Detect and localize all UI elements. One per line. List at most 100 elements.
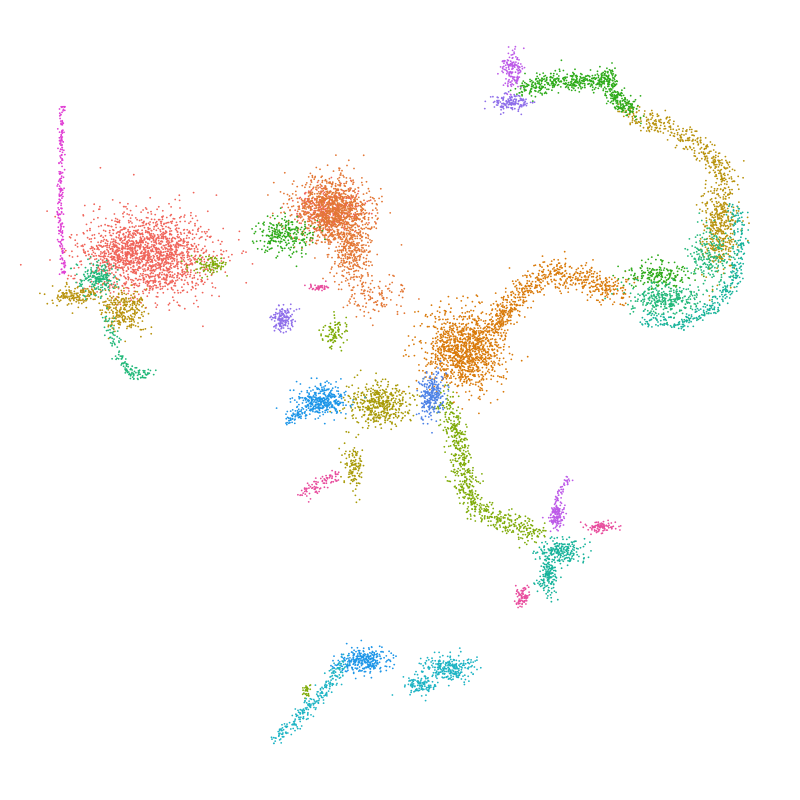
- data-point: [376, 253, 379, 256]
- data-point: [351, 238, 354, 241]
- data-point: [357, 233, 360, 236]
- data-point: [349, 177, 352, 180]
- data-point: [324, 226, 327, 229]
- data-point: [360, 277, 362, 280]
- data-point: [139, 236, 142, 239]
- data-point: [177, 246, 180, 249]
- data-point: [620, 287, 622, 289]
- data-point: [490, 334, 492, 336]
- data-point: [375, 303, 378, 306]
- data-point: [349, 234, 352, 237]
- data-point: [424, 351, 427, 354]
- data-point: [466, 356, 469, 358]
- data-point: [155, 286, 158, 289]
- data-point: [365, 244, 367, 247]
- data-point: [464, 351, 466, 354]
- data-point: [334, 250, 337, 253]
- data-point: [130, 299, 133, 301]
- data-point: [169, 266, 171, 268]
- data-point: [494, 362, 496, 364]
- data-point: [155, 237, 158, 240]
- data-point: [373, 301, 375, 304]
- data-point: [152, 233, 155, 235]
- data-point: [146, 238, 149, 241]
- data-point: [413, 343, 415, 346]
- data-point: [174, 244, 177, 247]
- data-point: [155, 225, 158, 227]
- data-point: [136, 229, 139, 232]
- data-point: [186, 252, 189, 255]
- data-point: [369, 199, 372, 202]
- data-point: [123, 275, 125, 278]
- data-point: [355, 194, 358, 196]
- data-point: [156, 254, 159, 257]
- data-point: [439, 368, 442, 370]
- data-point: [477, 397, 480, 399]
- data-point: [126, 256, 128, 259]
- data-point: [150, 232, 153, 235]
- data-point: [479, 302, 481, 305]
- data-point: [359, 280, 362, 282]
- data-point: [443, 341, 446, 344]
- data-point: [133, 270, 136, 273]
- data-point: [400, 244, 403, 246]
- data-point: [358, 248, 361, 251]
- data-point: [461, 350, 464, 352]
- data-point: [362, 262, 365, 265]
- data-point: [134, 259, 137, 261]
- data-point: [172, 244, 175, 246]
- data-point: [88, 285, 91, 288]
- data-point: [187, 258, 190, 261]
- data-point: [170, 206, 173, 208]
- data-point: [364, 223, 367, 226]
- data-point: [194, 287, 197, 290]
- data-point: [150, 236, 152, 239]
- data-point: [318, 229, 321, 232]
- data-point: [122, 259, 125, 262]
- data-point: [434, 362, 437, 365]
- data-point: [398, 294, 400, 297]
- data-point: [420, 347, 423, 350]
- data-point: [119, 226, 122, 229]
- data-point: [113, 256, 116, 258]
- data-point: [271, 212, 274, 215]
- data-point: [334, 222, 336, 225]
- data-point: [181, 271, 184, 274]
- data-point: [348, 196, 351, 199]
- data-point: [164, 235, 167, 238]
- data-point: [367, 311, 370, 314]
- data-point: [194, 222, 196, 225]
- data-point: [447, 348, 450, 350]
- data-point: [99, 255, 102, 258]
- data-point: [104, 223, 106, 226]
- data-point: [97, 282, 99, 285]
- data-point: [143, 254, 146, 257]
- data-point: [116, 220, 118, 223]
- data-point: [122, 242, 124, 245]
- data-point: [339, 172, 342, 175]
- data-point: [142, 270, 145, 273]
- data-point: [136, 260, 139, 263]
- data-point: [159, 252, 162, 255]
- data-point: [326, 203, 328, 206]
- data-point: [317, 229, 319, 232]
- data-point: [469, 329, 471, 331]
- data-point: [166, 256, 169, 259]
- data-point: [448, 328, 451, 331]
- data-point: [309, 183, 312, 186]
- data-point: [327, 197, 330, 199]
- data-point: [272, 181, 275, 184]
- data-point: [388, 273, 391, 276]
- data-point: [138, 262, 141, 265]
- data-point: [231, 253, 233, 256]
- data-point: [118, 235, 121, 237]
- data-point: [361, 203, 363, 206]
- data-point: [314, 211, 316, 214]
- data-point: [68, 236, 71, 238]
- data-point: [282, 202, 285, 205]
- data-point: [352, 195, 354, 197]
- data-point: [447, 361, 449, 364]
- data-point: [310, 221, 313, 223]
- data-point: [184, 268, 187, 270]
- data-point: [176, 231, 179, 234]
